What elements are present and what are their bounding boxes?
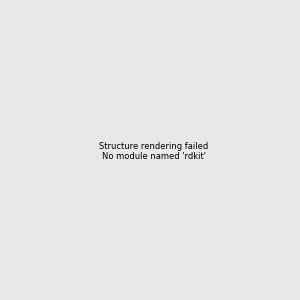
- Text: Structure rendering failed
No module named 'rdkit': Structure rendering failed No module nam…: [99, 142, 208, 161]
